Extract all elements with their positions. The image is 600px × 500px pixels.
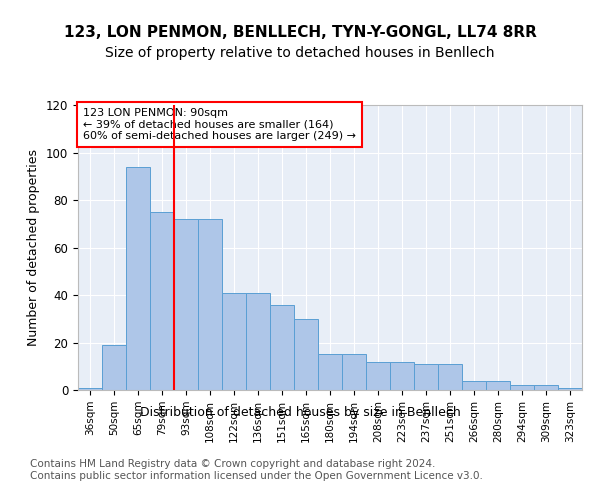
Bar — [414, 364, 438, 390]
Text: 123 LON PENMON: 90sqm
← 39% of detached houses are smaller (164)
60% of semi-det: 123 LON PENMON: 90sqm ← 39% of detached … — [83, 108, 356, 141]
Bar — [294, 319, 318, 390]
Text: Contains HM Land Registry data © Crown copyright and database right 2024.
Contai: Contains HM Land Registry data © Crown c… — [30, 459, 483, 481]
Bar — [102, 345, 126, 390]
Bar — [390, 362, 414, 390]
Bar — [150, 212, 174, 390]
Bar — [510, 385, 534, 390]
Bar — [222, 292, 246, 390]
Bar — [342, 354, 366, 390]
Bar — [438, 364, 462, 390]
Bar — [174, 219, 198, 390]
Bar — [198, 219, 222, 390]
Bar — [534, 385, 558, 390]
Bar — [246, 292, 270, 390]
Text: Size of property relative to detached houses in Benllech: Size of property relative to detached ho… — [105, 46, 495, 60]
Bar — [270, 304, 294, 390]
Bar — [366, 362, 390, 390]
Bar — [318, 354, 342, 390]
Text: 123, LON PENMON, BENLLECH, TYN-Y-GONGL, LL74 8RR: 123, LON PENMON, BENLLECH, TYN-Y-GONGL, … — [64, 25, 536, 40]
Bar — [126, 167, 150, 390]
Bar — [78, 388, 102, 390]
Bar — [462, 380, 486, 390]
Y-axis label: Number of detached properties: Number of detached properties — [28, 149, 40, 346]
Bar — [486, 380, 510, 390]
Bar — [558, 388, 582, 390]
Text: Distribution of detached houses by size in Benllech: Distribution of detached houses by size … — [140, 406, 460, 419]
